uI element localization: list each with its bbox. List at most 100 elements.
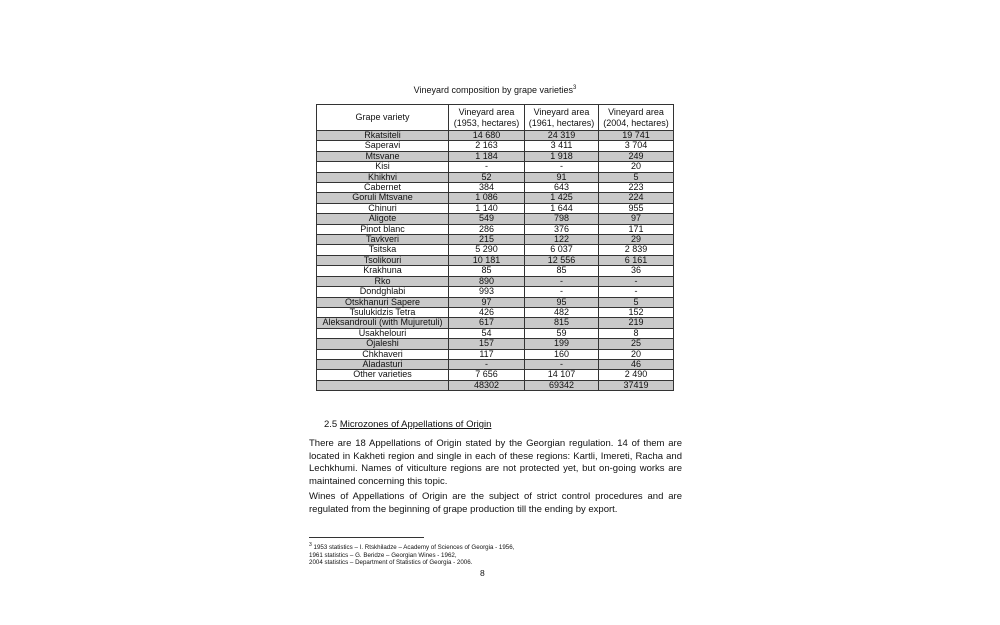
area-cell: -: [524, 286, 599, 298]
area-cell: 20: [598, 161, 674, 173]
area-cell: 549: [448, 213, 525, 225]
area-cell: -: [524, 161, 599, 173]
area-cell: -: [524, 275, 599, 288]
paragraph: Wines of Appellations of Origin are the …: [309, 491, 682, 515]
variety-cell: Kisi: [316, 161, 449, 173]
grape-varieties-table: Grape variety Vineyard area (1953, hectar…: [316, 104, 674, 392]
area-cell: 224: [598, 192, 674, 204]
area-cell: 286: [448, 223, 525, 236]
area-cell: 14 107: [524, 369, 599, 381]
variety-cell: Otskhanuri Sapere: [316, 296, 449, 308]
area-cell: 223: [598, 182, 674, 194]
variety-cell: Saperavi: [316, 140, 449, 152]
area-cell: 37419: [598, 379, 674, 392]
area-cell: 1 644: [524, 202, 599, 215]
area-cell: 2 490: [598, 369, 674, 381]
area-cell: 20: [598, 348, 674, 360]
area-cell: -: [598, 286, 674, 298]
area-cell: 1 184: [448, 150, 525, 163]
area-cell: 2 163: [448, 140, 525, 152]
area-cell: 95: [524, 296, 599, 308]
footnote-line: 1961 statistics – G. Beridze – Georgian …: [309, 551, 457, 559]
area-cell: 14 680: [448, 129, 525, 142]
section-title: Microzones of Appellations of Origin: [339, 419, 492, 430]
area-cell: 798: [524, 213, 599, 225]
area-cell: 219: [598, 317, 674, 329]
variety-cell: Mtsvane: [316, 150, 449, 163]
column-header: Vineyard area (1953, hectares): [448, 104, 525, 131]
area-cell: 152: [598, 306, 674, 319]
area-cell: 10 181: [448, 254, 525, 267]
footnote-line: 2004 statistics – Department of Statisti…: [309, 559, 473, 567]
footnote: 3 1953 statistics – I. Rtskhiladze – Aca…: [309, 542, 514, 567]
area-cell: 122: [524, 234, 599, 246]
table-row: Dondghlabi 993- -: [316, 286, 674, 298]
variety-cell: Cabernet: [316, 182, 449, 194]
footnote-line: 1953 statistics – I. Rtskhiladze – Acade…: [313, 544, 515, 552]
table-row: Aligote 549 798 97: [316, 213, 674, 225]
table-row: Tsolikouri 10 181 12 556 6 161: [316, 254, 674, 267]
area-cell: 25: [598, 338, 674, 350]
table-row: Tsitska 5 290 6 037 2 839: [316, 244, 674, 256]
table-row: Chkhaveri 117 160 20: [316, 348, 674, 360]
section-number: 2.5: [324, 419, 338, 430]
table-row: Goruli Mtsvane 1 086 1 425 224: [316, 192, 674, 204]
area-cell: 249: [598, 150, 674, 163]
table-row: Aladasturi - -46: [316, 358, 674, 371]
table-row: Chinuri 1 140 1 644 955: [316, 202, 674, 215]
table-row: Mtsvane 1 184 1 918 249: [316, 150, 674, 163]
area-cell: 617: [448, 317, 525, 329]
area-cell: 643: [524, 182, 599, 194]
variety-cell: Goruli Mtsvane: [316, 192, 449, 204]
variety-cell: Tsolikouri: [316, 254, 449, 267]
variety-cell: Rko: [316, 275, 449, 288]
table-row: Tavkveri 215 122 29: [316, 234, 674, 246]
area-cell: 69342: [524, 379, 599, 392]
variety-cell: Usakhelouri: [316, 327, 449, 340]
area-cell: 384: [448, 182, 525, 194]
area-cell: 6 161: [598, 254, 674, 267]
area-cell: 29: [598, 234, 674, 246]
variety-cell: Chkhaveri: [316, 348, 449, 360]
table-caption: Vineyard composition by grape varieties3: [316, 85, 674, 95]
area-cell: 1 086: [448, 192, 525, 204]
area-cell: 5: [598, 296, 674, 308]
variety-cell: Pinot blanc: [316, 223, 449, 236]
area-cell: 890: [448, 275, 525, 288]
page-number: 8: [480, 568, 485, 578]
area-cell: 171: [598, 223, 674, 236]
area-cell: 199: [524, 338, 599, 350]
table-row: Rkatsiteli 14 680 24 319 19 741: [316, 129, 674, 142]
area-cell: 426: [448, 306, 525, 319]
variety-cell: Aligote: [316, 213, 449, 225]
area-cell: 46: [598, 358, 674, 371]
area-cell: 955: [598, 202, 674, 215]
area-cell: -: [598, 275, 674, 288]
variety-cell: Ojaleshi: [316, 338, 449, 350]
area-cell: 36: [598, 265, 674, 277]
table-row: Rko 890- -: [316, 275, 674, 288]
area-cell: 117: [448, 348, 525, 360]
paragraph: There are 18 Appellations of Origin stat…: [309, 438, 682, 487]
area-cell: 3 411: [524, 140, 599, 152]
table-row: Tsulukidzis Tetra 426 482 152: [316, 306, 674, 319]
table-row: Pinot blanc 286 376 171: [316, 223, 674, 236]
area-cell: 815: [524, 317, 599, 329]
variety-cell: Rkatsiteli: [316, 129, 449, 142]
variety-cell: Tavkveri: [316, 234, 449, 246]
total-row: 48302 69342 37419: [316, 379, 674, 392]
variety-cell: [316, 379, 449, 392]
area-cell: 5: [598, 171, 674, 184]
area-cell: 85: [524, 265, 599, 277]
variety-cell: Tsulukidzis Tetra: [316, 306, 449, 319]
area-cell: 97: [448, 296, 525, 308]
column-header: Grape variety: [316, 104, 449, 131]
area-cell: 48302: [448, 379, 525, 392]
column-header: Vineyard area (2004, hectares): [598, 104, 674, 131]
variety-cell: Tsitska: [316, 244, 449, 256]
area-cell: 7 656: [448, 369, 525, 381]
table-row: Khikhvi 52 91 5: [316, 171, 674, 184]
area-cell: 482: [524, 306, 599, 319]
table-row: Kisi - -20: [316, 161, 674, 173]
variety-cell: Khikhvi: [316, 171, 449, 184]
